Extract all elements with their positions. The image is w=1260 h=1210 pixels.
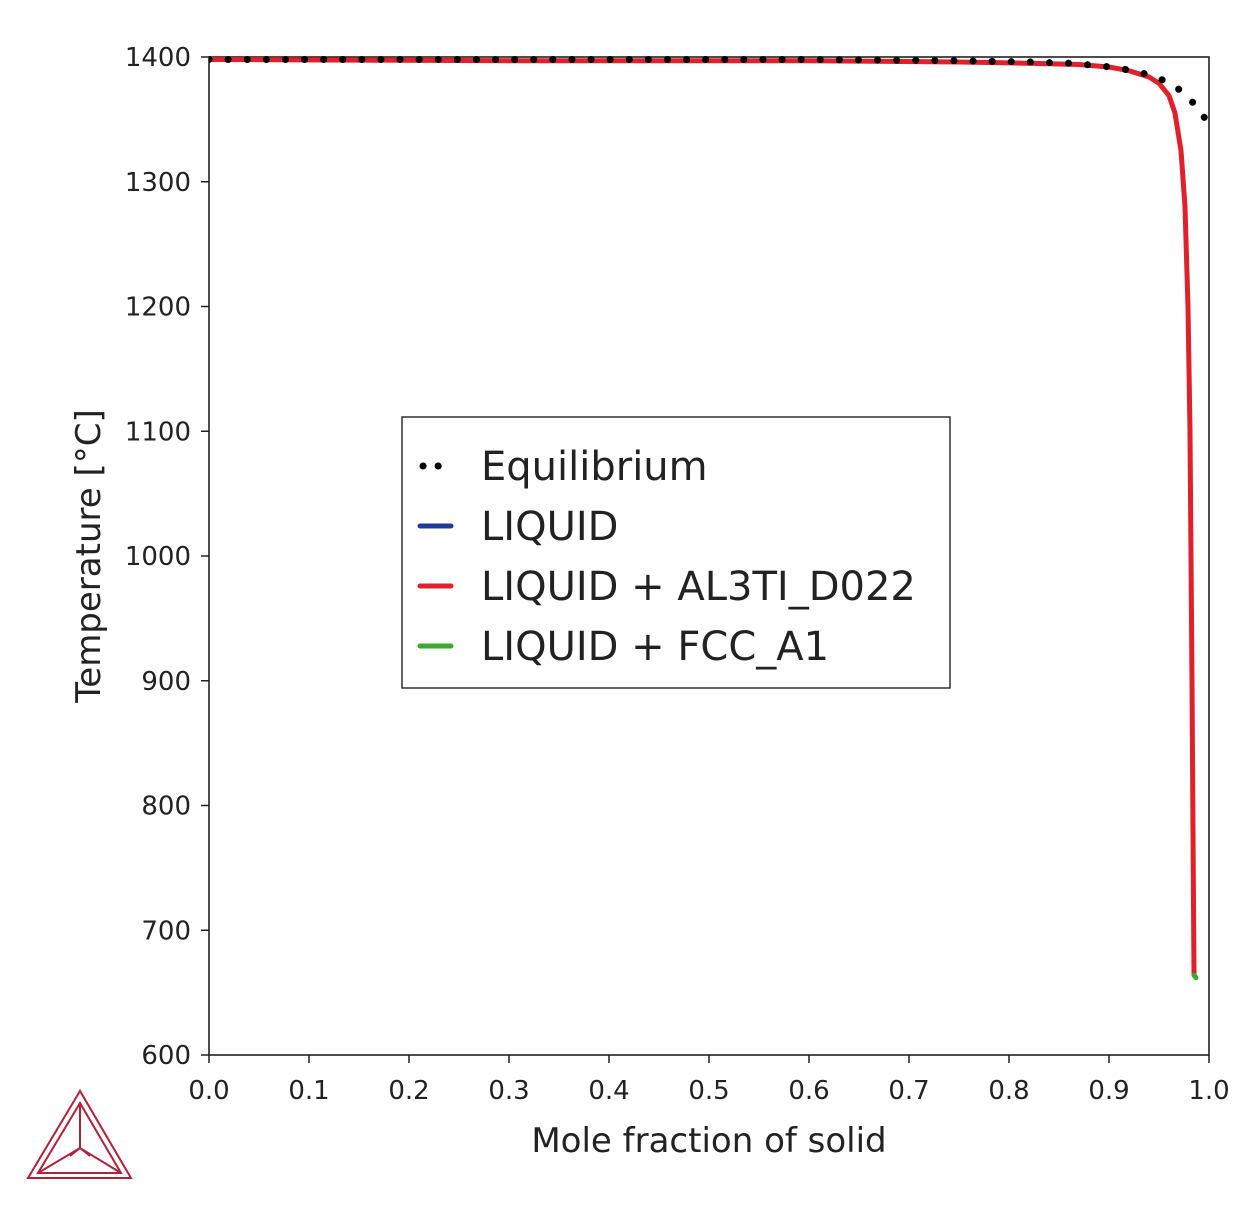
- legend-box: [401, 416, 951, 689]
- series-layer: [209, 56, 1209, 981]
- x-tick-label: 0.6: [788, 1076, 829, 1106]
- legend-label: LIQUID + FCC_A1: [481, 624, 829, 670]
- y-tick-label: 1400: [125, 43, 191, 73]
- x-axis: 0.0 0.1 0.2 0.3 0.4 0.5 0.6 0.7 0.8 0.9 1.0: [188, 1055, 1230, 1106]
- series-line-equilibrium: [209, 56, 1209, 130]
- x-axis-label: Mole fraction of solid: [531, 1121, 886, 1161]
- legend: Equilibrium LIQUID LIQUID + AL3TI_D022 LIQU…: [401, 416, 951, 689]
- series-line-liquid-fcc-a1: [1191, 972, 1199, 981]
- x-tick-label: 0.1: [288, 1076, 329, 1106]
- x-tick-label: 0.9: [1088, 1076, 1129, 1106]
- y-tick-label: 600: [141, 1041, 191, 1071]
- x-tick-label: 0.7: [888, 1076, 929, 1106]
- y-tick-label: 900: [141, 667, 191, 697]
- y-tick-label: 1000: [125, 542, 191, 572]
- y-tick-label: 700: [141, 916, 191, 946]
- y-axis: 600 700 800 900 1000 1100 1200 1300 1400: [125, 43, 209, 1071]
- x-tick-label: 1.0: [1188, 1076, 1229, 1106]
- x-tick-label: 0.8: [988, 1076, 1029, 1106]
- legend-label: LIQUID + AL3TI_D022: [481, 564, 916, 610]
- x-tick-label: 0.3: [488, 1076, 529, 1106]
- thermo-calc-logo: [26, 1089, 133, 1179]
- x-tick-label: 0.4: [588, 1076, 629, 1106]
- x-tick-label: 0.0: [188, 1076, 229, 1106]
- y-tick-label: 1200: [125, 293, 191, 323]
- y-tick-label: 800: [141, 792, 191, 822]
- y-tick-label: 1300: [125, 168, 191, 198]
- x-tick-label: 0.5: [688, 1076, 729, 1106]
- y-axis-label: Temperature [°C]: [69, 409, 109, 703]
- legend-label: Equilibrium: [481, 444, 708, 490]
- legend-label: LIQUID: [481, 504, 618, 550]
- y-tick-label: 1100: [125, 417, 191, 447]
- x-tick-label: 0.2: [388, 1076, 429, 1106]
